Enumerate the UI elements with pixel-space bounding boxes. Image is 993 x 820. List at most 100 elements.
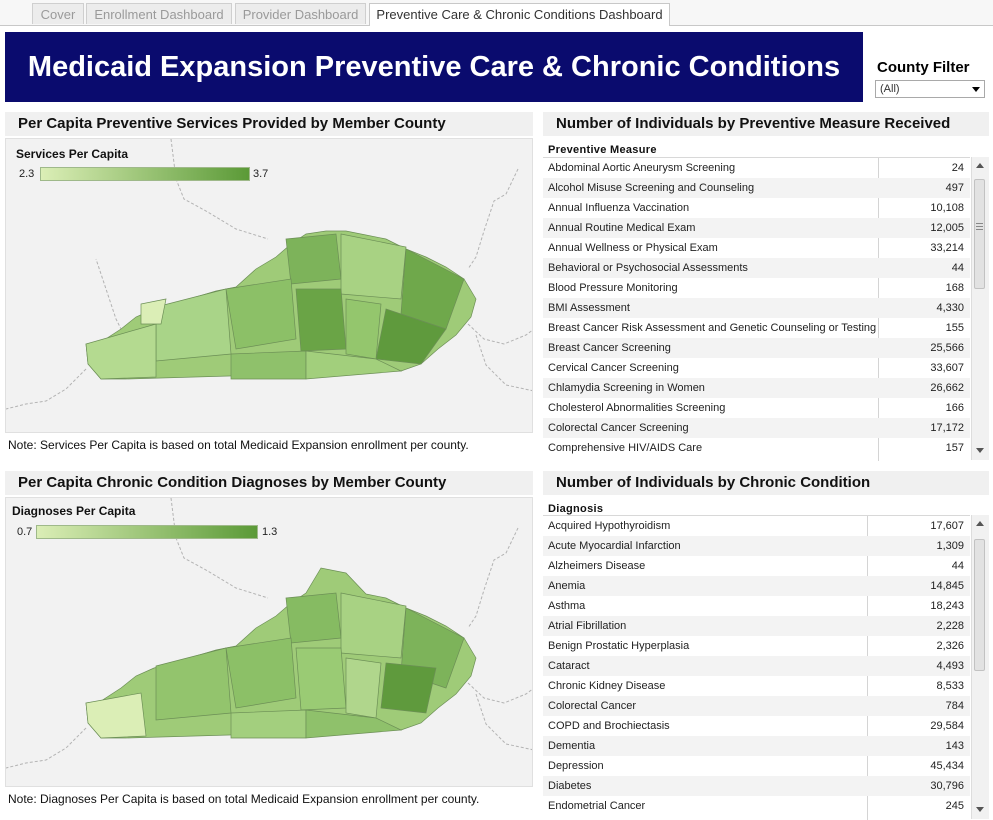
preventive-table-title: Number of Individuals by Preventive Meas… [543, 112, 989, 136]
preventive-measures-table: Abdominal Aortic Aneurysm Screening 24 Alc… [543, 157, 970, 461]
chronic-diagnoses-map[interactable]: Diagnoses Per Capita 0.7 1.3 [5, 497, 533, 787]
row-value: 4,493 [936, 660, 964, 672]
grip-icon [976, 226, 983, 227]
row-label: Breast Cancer Risk Assessment and Geneti… [548, 322, 877, 334]
preventive-legend-min: 2.3 [19, 168, 35, 180]
preventive-services-map[interactable]: Services Per Capita 2.3 3.7 [5, 138, 533, 433]
table-row[interactable]: BMI Assessment 4,330 [543, 298, 970, 318]
row-label: Abdominal Aortic Aneurysm Screening [548, 162, 736, 174]
row-label: Benign Prostatic Hyperplasia [548, 640, 690, 652]
table-row[interactable]: COPD and Brochiectasis 29,584 [543, 716, 970, 736]
table-row[interactable]: Abdominal Aortic Aneurysm Screening 24 [543, 158, 970, 178]
header-banner: Medicaid Expansion Preventive Care & Chr… [5, 32, 863, 102]
kentucky-county-map [85, 567, 477, 739]
chronic-map-svg [6, 498, 532, 769]
row-label: COPD and Brochiectasis [548, 720, 670, 732]
tab-enrollment-dashboard[interactable]: Enrollment Dashboard [86, 3, 232, 24]
table-row[interactable]: Behavioral or Psychosocial Assessments 44 [543, 258, 970, 278]
county-filter-value: (All) [880, 83, 900, 95]
row-value: 166 [945, 402, 964, 414]
row-value: 33,607 [930, 362, 964, 374]
county-filter-dropdown[interactable]: (All) [875, 80, 985, 98]
tab-preventive-care-dashboard[interactable]: Preventive Care & Chronic Conditions Das… [369, 3, 670, 26]
table-row[interactable]: Comprehensive HIV/AIDS Care 157 [543, 438, 970, 458]
chronic-table-scrollbar[interactable] [971, 515, 989, 819]
row-value: 497 [945, 182, 964, 194]
table-row[interactable]: Cervical Cancer Screening 33,607 [543, 358, 970, 378]
row-value: 784 [945, 700, 964, 712]
row-value: 17,607 [930, 520, 964, 532]
preventive-legend-gradient [40, 167, 250, 181]
table-row[interactable]: Depression 45,434 [543, 756, 970, 776]
row-label: Cholesterol Abnormalities Screening [548, 402, 726, 414]
preventive-column-header: Preventive Measure [548, 144, 657, 156]
table-row[interactable]: Dementia 143 [543, 736, 970, 756]
chronic-column-header: Diagnosis [548, 503, 604, 515]
row-value: 44 [951, 262, 964, 274]
table-row[interactable]: Colorectal Cancer Screening 17,172 [543, 418, 970, 438]
tab-provider-dashboard[interactable]: Provider Dashboard [235, 3, 366, 24]
row-value: 8,533 [936, 680, 964, 692]
scroll-down-arrow-icon[interactable] [976, 448, 984, 453]
row-label: Blood Pressure Monitoring [548, 282, 678, 294]
row-label: Atrial Fibrillation [548, 620, 627, 632]
table-row[interactable]: Diabetes 30,796 [543, 776, 970, 796]
row-value: 25,566 [930, 342, 964, 354]
row-value: 18,243 [930, 600, 964, 612]
row-label: Diabetes [548, 780, 592, 792]
table-row[interactable]: Acquired Hypothyroidism 17,607 [543, 516, 970, 536]
preventive-map-note: Note: Services Per Capita is based on to… [5, 435, 533, 455]
row-value: 24 [951, 162, 964, 174]
row-label: Chronic Kidney Disease [548, 680, 666, 692]
county-filter-label: County Filter [877, 59, 970, 76]
row-value: 10,108 [930, 202, 964, 214]
preventive-table-scrollbar[interactable] [971, 157, 989, 460]
chronic-map-title: Per Capita Chronic Condition Diagnoses b… [5, 471, 533, 495]
scrollbar-thumb[interactable] [974, 179, 985, 289]
table-row[interactable]: Asthma 18,243 [543, 596, 970, 616]
table-row[interactable]: Breast Cancer Risk Assessment and Geneti… [543, 318, 970, 338]
table-row[interactable]: Cholesterol Abnormalities Screening 166 [543, 398, 970, 418]
table-row[interactable]: Alcohol Misuse Screening and Counseling 4… [543, 178, 970, 198]
scroll-down-arrow-icon[interactable] [976, 807, 984, 812]
grip-icon [976, 229, 983, 230]
row-label: Annual Influenza Vaccination [548, 202, 690, 214]
page-title: Medicaid Expansion Preventive Care & Chr… [27, 51, 841, 83]
row-label: Breast Cancer Screening [548, 342, 671, 354]
table-row[interactable]: Benign Prostatic Hyperplasia 2,326 [543, 636, 970, 656]
row-value: 4,330 [936, 302, 964, 314]
table-row[interactable]: Blood Pressure Monitoring 168 [543, 278, 970, 298]
row-value: 2,228 [936, 620, 964, 632]
row-value: 29,584 [930, 720, 964, 732]
row-value: 44 [951, 560, 964, 572]
row-value: 12,005 [930, 222, 964, 234]
row-label: Comprehensive HIV/AIDS Care [548, 442, 703, 454]
row-value: 168 [945, 282, 964, 294]
tab-cover[interactable]: Cover [32, 3, 84, 24]
row-value: 17,172 [930, 422, 964, 434]
scrollbar-thumb[interactable] [974, 539, 985, 671]
table-row[interactable]: Cataract 4,493 [543, 656, 970, 676]
row-label: Annual Wellness or Physical Exam [548, 242, 718, 254]
table-row[interactable]: Chlamydia Screening in Women 26,662 [543, 378, 970, 398]
table-row[interactable]: Annual Wellness or Physical Exam 33,214 [543, 238, 970, 258]
row-value: 30,796 [930, 780, 964, 792]
table-row[interactable]: Atrial Fibrillation 2,228 [543, 616, 970, 636]
table-row[interactable]: Colorectal Cancer 784 [543, 696, 970, 716]
row-label: Cervical Cancer Screening [548, 362, 679, 374]
table-row[interactable]: Alzheimers Disease 44 [543, 556, 970, 576]
row-label: Chlamydia Screening in Women [548, 382, 705, 394]
row-value: 2,326 [936, 640, 964, 652]
row-label: Asthma [548, 600, 586, 612]
preventive-legend-title: Services Per Capita [16, 147, 129, 161]
scroll-up-arrow-icon[interactable] [976, 163, 984, 168]
table-row[interactable]: Annual Routine Medical Exam 12,005 [543, 218, 970, 238]
scroll-up-arrow-icon[interactable] [976, 521, 984, 526]
table-row[interactable]: Anemia 14,845 [543, 576, 970, 596]
table-row[interactable]: Acute Myocardial Infarction 1,309 [543, 536, 970, 556]
table-row[interactable]: Annual Influenza Vaccination 10,108 [543, 198, 970, 218]
table-row[interactable]: Chronic Kidney Disease 8,533 [543, 676, 970, 696]
table-row[interactable]: Breast Cancer Screening 25,566 [543, 338, 970, 358]
row-label: Annual Routine Medical Exam [548, 222, 696, 234]
table-row[interactable]: Endometrial Cancer 245 [543, 796, 970, 816]
